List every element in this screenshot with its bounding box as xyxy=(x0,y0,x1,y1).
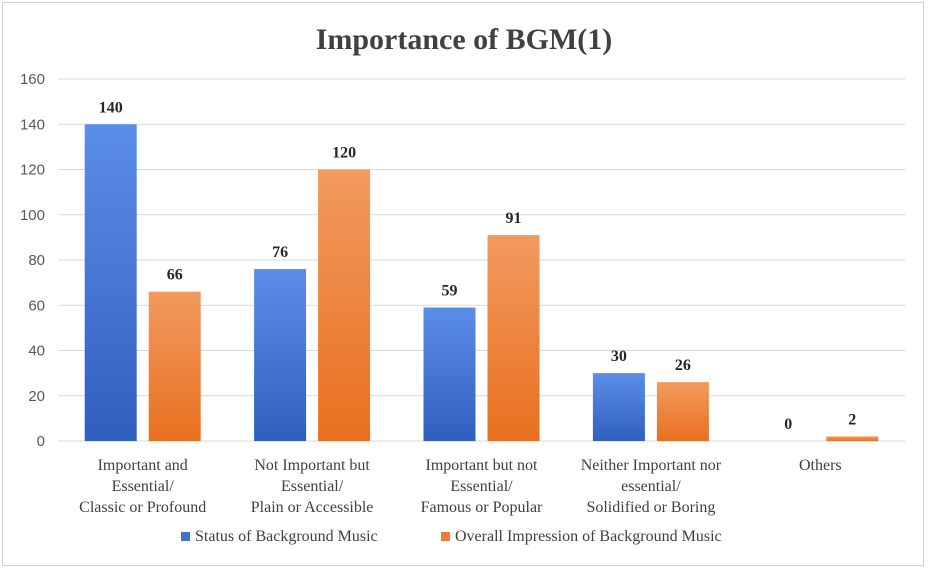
x-tick-label: Not Important but Essential/Plain or Acce… xyxy=(251,457,374,516)
data-label: 120 xyxy=(332,145,356,162)
x-tick-label: Others xyxy=(799,457,842,474)
bar-impression-2 xyxy=(487,235,540,441)
bar-status-2 xyxy=(423,307,476,441)
y-tick-label: 140 xyxy=(20,116,45,133)
legend-swatch xyxy=(441,532,450,541)
bar-chart: Importance of BGM(1) 0204060801001201401… xyxy=(20,23,905,545)
data-label: 30 xyxy=(611,348,627,365)
bar-impression-3 xyxy=(656,382,709,441)
legend-label: Status of Background Music xyxy=(195,528,378,545)
data-labels: 140 66 76 120 59 91 30 26 0 2 xyxy=(99,99,857,433)
data-label: 0 xyxy=(784,416,792,433)
y-axis-ticks: 0 20 40 60 80 100 120 140 160 xyxy=(20,71,45,450)
bar-status-0 xyxy=(84,124,137,441)
y-tick-label: 40 xyxy=(28,343,45,360)
y-tick-label: 100 xyxy=(20,207,45,224)
y-tick-label: 0 xyxy=(37,433,45,450)
legend-label: Overall Impression of Background Music xyxy=(455,528,722,545)
data-label: 91 xyxy=(506,210,522,227)
data-label: 76 xyxy=(272,244,288,261)
x-axis-ticks: Important and Essential/Classic or Profou… xyxy=(79,457,841,516)
bar-impression-4 xyxy=(826,436,879,441)
x-tick-label: Neither Important nor essential/Solidifie… xyxy=(581,457,722,516)
data-label: 66 xyxy=(167,267,183,284)
chart-title: Importance of BGM(1) xyxy=(316,23,613,56)
bar-status-1 xyxy=(254,269,307,441)
y-tick-label: 160 xyxy=(20,71,45,88)
data-label: 140 xyxy=(99,99,123,116)
legend: Status of Background Music Overall Impres… xyxy=(181,528,722,545)
bars xyxy=(84,124,879,441)
bar-impression-1 xyxy=(318,169,371,441)
legend-swatch xyxy=(181,532,190,541)
y-tick-label: 60 xyxy=(28,297,45,314)
x-tick-label: Important but not Essential/Famous or Pop… xyxy=(421,457,543,516)
bar-status-3 xyxy=(592,373,645,441)
y-tick-label: 80 xyxy=(28,252,45,269)
bar-impression-0 xyxy=(148,291,201,441)
data-label: 59 xyxy=(442,283,458,300)
y-tick-label: 20 xyxy=(28,388,45,405)
data-label: 2 xyxy=(848,411,856,428)
x-tick-label: Important and Essential/Classic or Profou… xyxy=(79,457,206,516)
data-label: 26 xyxy=(675,357,691,374)
y-tick-label: 120 xyxy=(20,162,45,179)
